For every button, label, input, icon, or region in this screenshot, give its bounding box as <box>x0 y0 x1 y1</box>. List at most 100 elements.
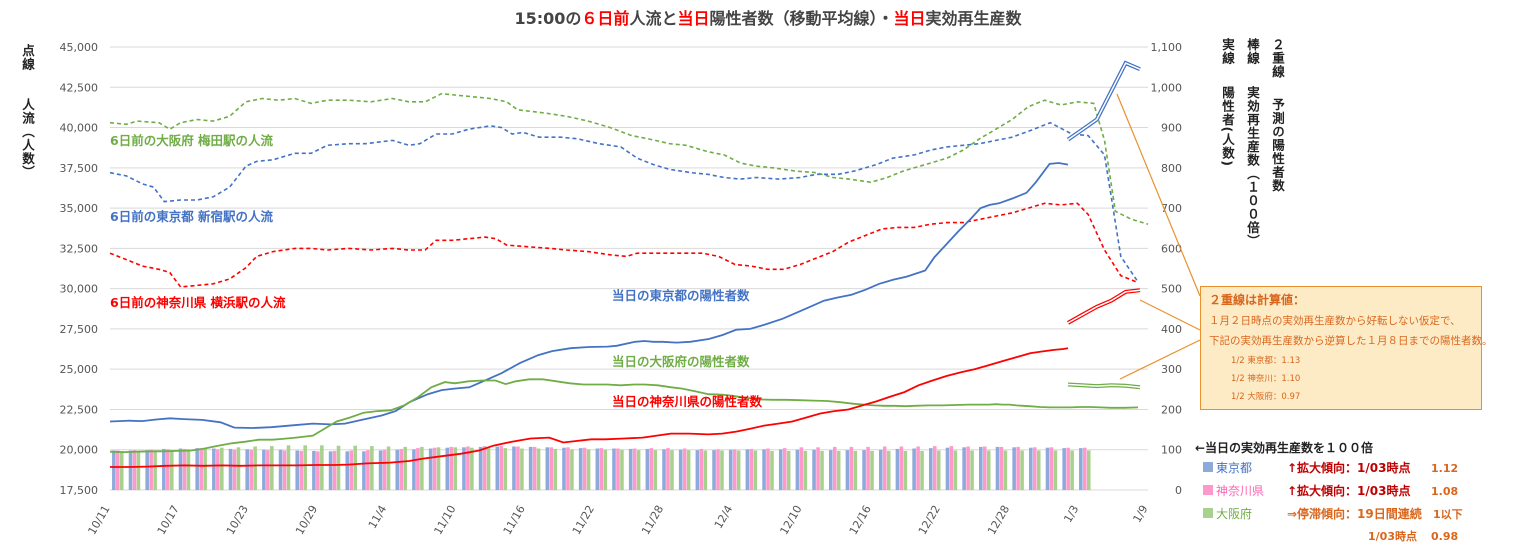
rt-bar-tokyo <box>812 449 816 490</box>
rt-bar-osaka <box>453 447 458 490</box>
rt-bar-osaka <box>670 450 674 490</box>
rt-bar-tokyo <box>912 448 916 490</box>
legend-value-tokyo: 1.12 <box>1431 462 1458 475</box>
rt-bar-tokyo <box>312 450 316 490</box>
rt-bar-osaka <box>153 450 157 490</box>
x-tick-label: 10/29 <box>293 503 320 537</box>
left-tick-label: 40,000 <box>60 122 99 135</box>
rt-bar-osaka <box>920 450 924 490</box>
callout-line-tokyo <box>1116 93 1201 297</box>
rt-bar-tokyo <box>412 449 416 490</box>
rt-bar-kanagawa <box>966 446 970 490</box>
rt-bar-tokyo <box>895 448 900 490</box>
rt-bar-osaka <box>836 450 841 490</box>
rt-bar-kanagawa <box>899 446 904 490</box>
note-tokyo-rt: 1/2 東京都：1.13 <box>1231 356 1301 366</box>
rt-bar-tokyo <box>112 450 116 490</box>
rt-bar-osaka <box>1053 450 1058 490</box>
predicted-line-inner-tokyo <box>1067 62 1141 141</box>
rt-bar-osaka <box>353 445 357 490</box>
rt-bar-tokyo <box>378 450 383 490</box>
rt-bar-kanagawa <box>766 448 770 490</box>
rt-bar-osaka <box>1036 450 1041 490</box>
right-tick-label: 1,000 <box>1151 81 1183 94</box>
rt-bar-tokyo <box>462 447 466 490</box>
right-tick-label: 800 <box>1161 162 1182 175</box>
rt-bar-tokyo <box>828 450 833 490</box>
rt-bar-kanagawa <box>649 448 654 490</box>
rt-bar-kanagawa <box>399 448 404 490</box>
rt-bar-osaka <box>186 449 191 490</box>
rt-bar-osaka <box>953 450 958 490</box>
rt-bar-kanagawa <box>599 448 604 490</box>
rt-bar-osaka <box>420 446 424 490</box>
rt-bar-kanagawa <box>1083 447 1087 490</box>
rt-bar-kanagawa <box>949 446 954 490</box>
rt-bar-tokyo <box>528 446 533 490</box>
rt-bar-kanagawa <box>216 449 220 490</box>
rt-bar-kanagawa <box>149 449 153 490</box>
right-tick-label: 0 <box>1175 484 1182 497</box>
rt-bar-tokyo <box>445 447 450 490</box>
rt-bar-kanagawa <box>299 450 303 490</box>
rt-bar-tokyo <box>228 448 233 490</box>
rt-bar-kanagawa <box>182 448 187 490</box>
rt-bar-kanagawa <box>999 446 1004 490</box>
rt-bar-osaka <box>320 445 324 490</box>
rt-bar-tokyo <box>128 450 133 490</box>
callout-line-kanagawa <box>1139 299 1201 331</box>
rt-bar-tokyo <box>712 450 716 490</box>
rt-bar-tokyo <box>928 448 933 490</box>
left-tick-label: 42,500 <box>60 81 99 94</box>
right-axis-label-c2b: 実効再生産数（１００倍） <box>1245 86 1260 248</box>
rt-bar-tokyo <box>278 449 283 490</box>
rt-bar-tokyo <box>845 450 850 490</box>
x-tick-label: 12/28 <box>985 503 1012 537</box>
rt-bar-osaka <box>253 446 257 490</box>
rt-bar-kanagawa <box>1032 447 1037 490</box>
right-axis-label-c2: 棒線 <box>1245 38 1260 65</box>
rt-bar-tokyo <box>245 449 249 490</box>
predicted-line-inner-kanagawa <box>1067 289 1141 324</box>
rt-bar-tokyo <box>295 450 300 490</box>
rt-bar-kanagawa <box>532 446 537 490</box>
rt-bar-kanagawa <box>816 447 820 490</box>
rt-bar-tokyo <box>628 448 633 490</box>
x-tick-label: 11/22 <box>570 503 597 537</box>
rt-bar-tokyo <box>612 448 616 490</box>
rt-bar-kanagawa <box>349 450 354 490</box>
rt-bar-tokyo <box>395 449 400 490</box>
rt-bar-osaka <box>770 450 774 490</box>
rt-bar-osaka <box>636 450 641 490</box>
note-osaka-rt: 1/2 大阪府：0.97 <box>1231 392 1301 402</box>
rt-bar-osaka <box>119 451 124 490</box>
rt-bar-kanagawa <box>1016 446 1020 490</box>
left-tick-label: 30,000 <box>60 283 99 296</box>
right-tick-label: 100 <box>1161 444 1182 457</box>
rt-bar-osaka <box>1086 450 1091 490</box>
rt-bar-tokyo <box>1079 448 1083 490</box>
rt-bar-kanagawa <box>632 448 637 490</box>
rt-bar-kanagawa <box>199 448 203 490</box>
legend-swatch-kanagawa <box>1203 485 1213 495</box>
rt-bar-tokyo <box>795 449 800 490</box>
series-lines <box>109 60 1149 468</box>
right-axis-label-c1b: 予測の陽性者数 <box>1270 98 1285 193</box>
rt-bar-osaka <box>986 450 991 490</box>
rt-bar-tokyo <box>595 448 600 490</box>
rt-bar-kanagawa <box>549 447 554 490</box>
rt-bar-tokyo <box>1045 447 1050 490</box>
rt-bar-osaka <box>203 448 207 490</box>
case-line-tokyo <box>109 162 1069 429</box>
rt-bar-kanagawa <box>232 449 237 490</box>
label-tokyo-flow: 6日前の東京都 新宿駅の人流 <box>110 209 274 224</box>
legend-swatch-tokyo <box>1203 462 1213 472</box>
rt-bar-tokyo <box>962 447 966 490</box>
rt-bar-tokyo <box>512 446 516 490</box>
rt-bar-osaka <box>820 450 824 490</box>
rt-bar-kanagawa <box>1066 447 1070 490</box>
legend-swatch-osaka <box>1203 508 1213 518</box>
left-tick-label: 37,500 <box>60 162 99 175</box>
left-axis-label-a: 点線 <box>20 44 35 71</box>
callout-line-osaka <box>1119 339 1201 380</box>
